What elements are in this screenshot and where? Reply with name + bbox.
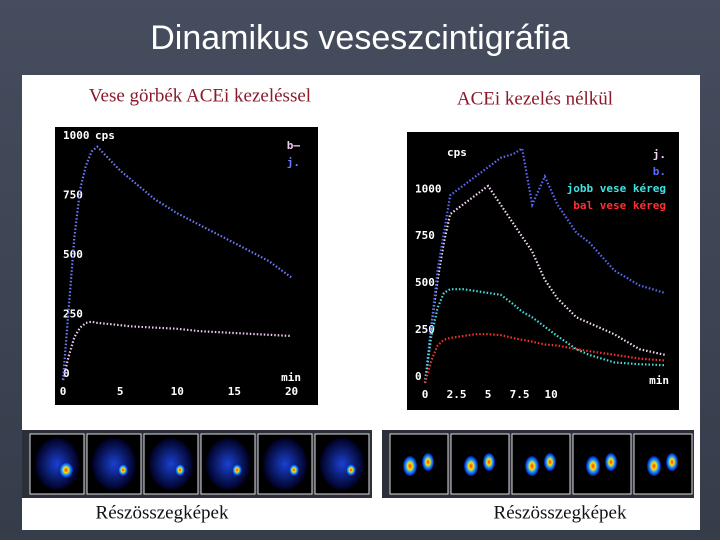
thumb-kidney bbox=[346, 464, 356, 476]
x-tick-label: 5 bbox=[485, 388, 492, 401]
chart-title: Vese görbék ACEi kezeléssel bbox=[89, 85, 311, 106]
thumb-kidney bbox=[118, 464, 128, 476]
legend-entry: j. bbox=[653, 148, 666, 161]
x-tick-label: 2.5 bbox=[447, 388, 467, 401]
slide-title: Dinamikus veseszcintigráfia bbox=[150, 19, 570, 57]
x-tick-label: 0 bbox=[60, 385, 67, 398]
thumb-kidney bbox=[175, 464, 185, 476]
thumb-kidney bbox=[647, 456, 661, 476]
thumb-blob bbox=[206, 438, 250, 490]
legend-entry: b. bbox=[653, 165, 666, 178]
thumbnail bbox=[389, 433, 449, 495]
thumbnail bbox=[633, 433, 693, 495]
x-tick-label: 7.5 bbox=[510, 388, 530, 401]
thumb-blob bbox=[92, 438, 136, 490]
thumbnail bbox=[450, 433, 510, 495]
x-axis-label: min bbox=[281, 371, 301, 384]
thumb-kidney bbox=[59, 462, 73, 478]
thumb-kidney bbox=[232, 464, 242, 476]
thumb-kidney bbox=[544, 453, 556, 471]
thumbnail-strip bbox=[22, 430, 694, 498]
series-line bbox=[61, 145, 293, 381]
x-tick-label: 20 bbox=[285, 385, 298, 398]
y-tick-label: 0 bbox=[415, 370, 422, 383]
y-tick-label: 500 bbox=[63, 248, 83, 261]
caption: Részösszegképek bbox=[96, 502, 229, 523]
thumb-blob bbox=[149, 438, 193, 490]
caption: Részösszegképek bbox=[494, 502, 627, 523]
y-tick-label: 1000 bbox=[415, 182, 442, 195]
x-tick-label: 0 bbox=[422, 388, 429, 401]
y-axis-label: cps bbox=[95, 129, 115, 142]
series-line bbox=[423, 288, 665, 384]
chart-title: ACEi kezelés nélkül bbox=[457, 88, 613, 109]
x-tick-label: 10 bbox=[171, 385, 184, 398]
thumb-kidney bbox=[605, 453, 617, 471]
x-tick-label: 10 bbox=[545, 388, 558, 401]
series-line bbox=[423, 146, 666, 384]
plot-area bbox=[407, 132, 679, 410]
thumb-kidney bbox=[422, 453, 434, 471]
y-tick-label: 750 bbox=[63, 188, 83, 201]
thumb-blob bbox=[320, 438, 364, 490]
x-tick-label: 5 bbox=[117, 385, 124, 398]
thumb-kidney bbox=[525, 456, 539, 476]
plot-area bbox=[55, 127, 318, 405]
y-tick-label: 500 bbox=[415, 276, 435, 289]
y-tick-label: 1000 bbox=[63, 129, 90, 142]
x-tick-label: 15 bbox=[228, 385, 241, 398]
y-axis-label: cps bbox=[447, 146, 467, 159]
y-tick-label: 0 bbox=[63, 367, 70, 380]
thumb-kidney bbox=[464, 456, 478, 476]
x-axis-label: min bbox=[649, 374, 669, 387]
thumb-kidney bbox=[483, 453, 495, 471]
legend-entry: b– bbox=[287, 139, 301, 152]
y-tick-label: 250 bbox=[63, 307, 83, 320]
thumbnail bbox=[511, 433, 571, 495]
legend-entry: jobb vese kéreg bbox=[567, 182, 666, 195]
legend-entry: bal vese kéreg bbox=[573, 199, 666, 212]
thumbnail bbox=[572, 433, 632, 495]
thumb-kidney bbox=[289, 464, 299, 476]
thumb-kidney bbox=[666, 453, 678, 471]
y-tick-label: 750 bbox=[415, 229, 435, 242]
thumb-kidney bbox=[403, 456, 417, 476]
thumb-kidney bbox=[586, 456, 600, 476]
thumb-blob bbox=[35, 438, 79, 490]
thumb-blob bbox=[263, 438, 307, 490]
legend-entry: j. bbox=[287, 156, 300, 169]
series-line bbox=[423, 184, 665, 384]
